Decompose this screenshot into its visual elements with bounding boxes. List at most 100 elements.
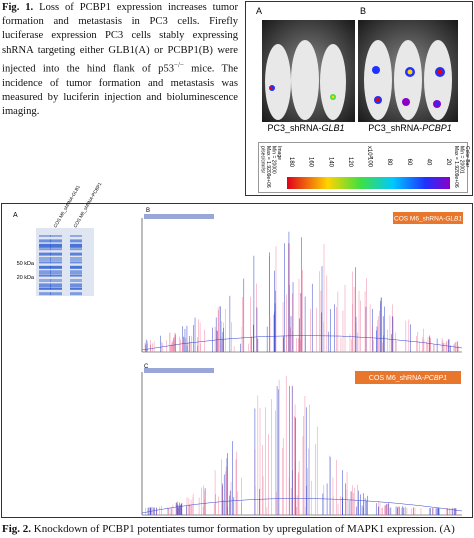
gel-band xyxy=(39,257,51,261)
label-box xyxy=(355,371,461,384)
colorbar-tick-label: 60 xyxy=(406,159,412,166)
marker-label: 20 kDa xyxy=(17,275,35,281)
header-strip xyxy=(144,214,214,219)
figure-1-caption: Fig. 1. Loss of PCBP1 expression increas… xyxy=(2,1,238,119)
figures: A B PC3_shRNA-GLB1 PC3_shRNA-PCBP1 x103 … xyxy=(1,1,473,518)
gel-band xyxy=(39,235,51,237)
gel-band xyxy=(70,287,82,290)
gel-band xyxy=(39,265,51,269)
colorbar-info: Color Bar xyxy=(464,146,470,167)
gel-band xyxy=(70,265,82,269)
caption-label: Fig. 1. xyxy=(2,2,34,13)
gel-band xyxy=(39,274,51,277)
scale-exp: 3 xyxy=(370,156,375,159)
image-info: Min = 20000 xyxy=(271,146,277,174)
gel-band xyxy=(50,239,62,243)
gel-band xyxy=(70,243,82,248)
caption-text: Knockdown of PCBP1 potentiates tumor for… xyxy=(33,523,455,535)
gel-band xyxy=(50,257,62,261)
caption-text: Loss of PCBP1 expression increases tumor… xyxy=(2,2,238,75)
colorbar-tick-label: 40 xyxy=(425,159,431,166)
colorbar-info: Min = 20001 xyxy=(459,146,465,174)
baseline xyxy=(141,498,463,514)
colorbar-tick-label: 100 xyxy=(367,157,373,168)
colorbar-frame xyxy=(258,142,468,193)
title-gene: GLB1 xyxy=(322,123,345,133)
gel-band xyxy=(50,274,62,277)
colorbar xyxy=(287,177,450,189)
image-info: Image xyxy=(276,146,282,160)
panel-letter: B xyxy=(146,208,150,214)
colorbar-scale: x103 xyxy=(366,146,375,159)
gel-band xyxy=(50,279,62,282)
caption-text: mice. The incidence of tumor formation a… xyxy=(2,63,238,117)
gel-band xyxy=(39,270,51,275)
gel-band xyxy=(39,261,51,264)
gel-band xyxy=(50,243,62,248)
colorbar-tick-label: 160 xyxy=(308,157,314,168)
panel-title: PC3_shRNA-PCBP1 xyxy=(368,123,452,133)
gel-band xyxy=(50,261,62,264)
gel-band xyxy=(70,248,82,251)
gel-band xyxy=(70,292,82,296)
gel-band xyxy=(70,279,82,282)
label-prefix: COS M6_shRNA- xyxy=(394,216,445,223)
gel-band xyxy=(70,239,82,243)
gel-band xyxy=(50,287,62,290)
panel-letter: A xyxy=(13,212,18,219)
gel-band xyxy=(50,235,62,237)
gel-band xyxy=(39,243,51,248)
spectrum-label: COS M6_shRNA-PCBP1 xyxy=(369,375,447,382)
gel-band xyxy=(50,270,62,275)
gel-band xyxy=(70,252,82,256)
gel-band xyxy=(70,274,82,277)
title-prefix: PC3_shRNA- xyxy=(368,123,422,133)
mice xyxy=(265,40,452,120)
panel-letter: A xyxy=(256,6,262,16)
gel-band xyxy=(39,279,51,282)
gel-band xyxy=(70,235,82,237)
label-prefix: COS M6_shRNA- xyxy=(369,375,425,382)
gel-band xyxy=(50,283,62,288)
image-info: p/sec/cm²/sr xyxy=(260,146,266,174)
colorbar-tick-label: 140 xyxy=(327,157,333,168)
colorbar-tick-label: 180 xyxy=(288,157,294,168)
gel-band xyxy=(70,283,82,288)
title-gene: PCBP1 xyxy=(422,123,452,133)
panel-title: PC3_shRNA-GLB1 xyxy=(267,123,344,133)
colorbar-tick-label: 120 xyxy=(347,157,353,168)
gel-band xyxy=(39,287,51,290)
signal-spots xyxy=(269,66,445,108)
gel-band xyxy=(39,252,51,256)
title-prefix: PC3_shRNA- xyxy=(267,123,321,133)
gel-band xyxy=(50,252,62,256)
baseline xyxy=(141,335,463,351)
colorbar-tick-label: 80 xyxy=(386,159,392,166)
spectrum-label: COS M6_shRNA-GLB1 xyxy=(394,216,462,223)
gel-band xyxy=(70,261,82,264)
label-box xyxy=(393,212,463,224)
label-gene: PCBP1 xyxy=(424,375,447,382)
header-strip xyxy=(144,368,214,373)
caption-label: Fig. 2. xyxy=(2,523,32,535)
gel-band xyxy=(39,292,51,296)
image-info: Max = 1.9209e+06 xyxy=(265,146,271,188)
label-gene: GLB1 xyxy=(445,216,462,223)
gel-band xyxy=(39,248,51,251)
gel-band xyxy=(50,292,62,296)
figure-2-caption: Fig. 2. Knockdown of PCBP1 potentiates t… xyxy=(2,522,474,536)
gel-band xyxy=(39,283,51,288)
caption-superscript: −/− xyxy=(174,60,184,69)
gel-band xyxy=(50,265,62,269)
gel-band xyxy=(50,248,62,251)
panel-letter: C xyxy=(144,364,149,370)
panel-letter: B xyxy=(360,6,366,16)
colorbar-info: Max = 1.9209e+06 xyxy=(453,146,459,188)
colorbar-tick-label: 20 xyxy=(445,159,451,166)
gel-band xyxy=(70,270,82,275)
marker-label: 50 kDa xyxy=(17,261,35,267)
gel-band xyxy=(70,257,82,261)
scale-base: x10 xyxy=(366,146,372,156)
gel-band xyxy=(39,239,51,243)
